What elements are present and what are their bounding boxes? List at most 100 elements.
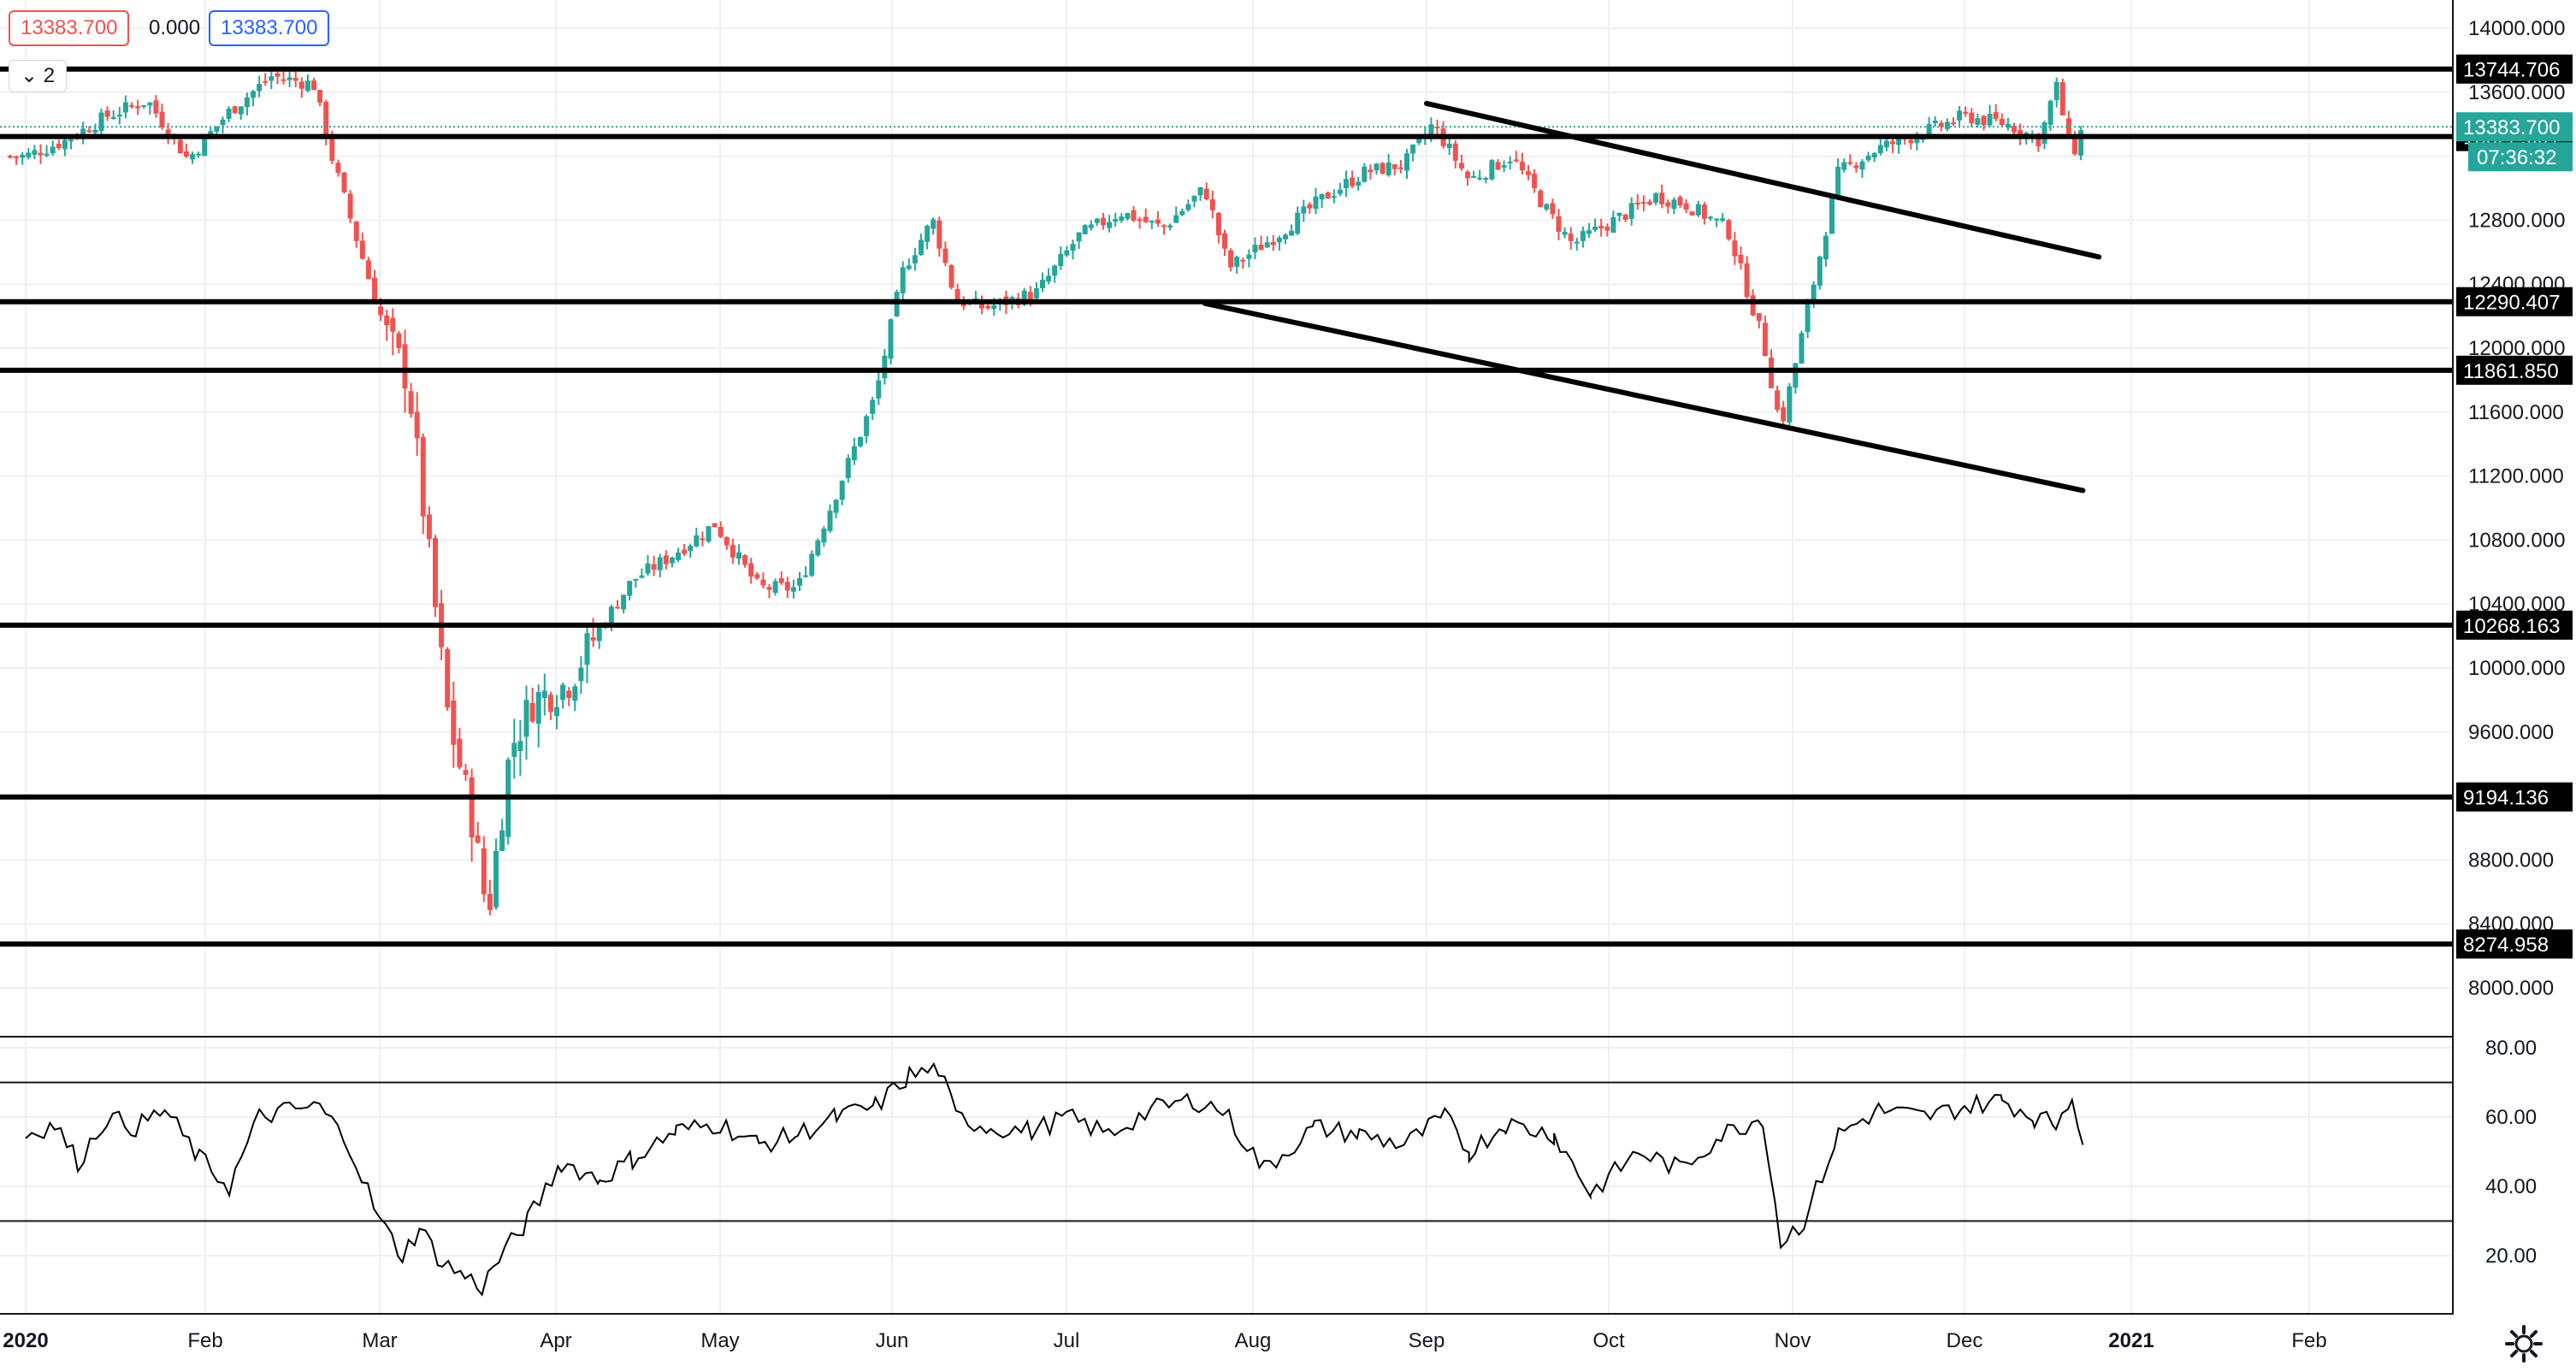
candle xyxy=(954,288,960,303)
candle xyxy=(1495,162,1501,170)
candle xyxy=(1963,111,1969,114)
candle xyxy=(1368,169,1374,173)
candle xyxy=(1944,121,1950,129)
candle xyxy=(1877,145,1883,154)
candle xyxy=(1568,234,1574,241)
candle xyxy=(1914,137,1920,144)
candle xyxy=(748,563,754,577)
candle xyxy=(1562,231,1568,235)
candle xyxy=(396,333,402,348)
candle xyxy=(1951,122,1956,125)
candle xyxy=(1975,118,1981,125)
candle xyxy=(353,221,359,241)
candle xyxy=(122,102,128,113)
candle xyxy=(2078,130,2084,156)
candle xyxy=(1173,215,1179,223)
candle xyxy=(1622,214,1628,220)
candle xyxy=(1222,233,1227,249)
rsi-tick-label: 60.00 xyxy=(2485,1106,2537,1129)
candle xyxy=(1070,244,1076,251)
candle xyxy=(1519,162,1525,171)
candle xyxy=(38,152,44,156)
level-badge-label: 9194.136 xyxy=(2463,787,2549,810)
candle xyxy=(129,104,134,107)
candle xyxy=(1046,275,1052,282)
rsi-panel xyxy=(0,1036,2453,1297)
candle xyxy=(1125,213,1131,219)
candle xyxy=(1714,218,1720,221)
collapse-indicators-button[interactable]: ⌄ 2 xyxy=(9,60,67,92)
price-tick-label: 8000.000 xyxy=(2468,977,2554,1000)
candle xyxy=(936,220,942,249)
candle xyxy=(1610,216,1616,234)
candle xyxy=(608,606,614,625)
change-value: 0.000 xyxy=(149,16,201,39)
candle xyxy=(1307,204,1313,209)
level-badge xyxy=(2456,355,2573,385)
candle xyxy=(1817,257,1823,286)
level-badge-label: 8274.958 xyxy=(2463,934,2549,957)
candle xyxy=(2041,122,2047,144)
candle xyxy=(676,552,681,560)
price-tick-label: 12800.000 xyxy=(2468,209,2565,232)
candle xyxy=(1640,202,1646,204)
candle xyxy=(475,835,481,843)
candle xyxy=(1155,219,1161,224)
candle xyxy=(390,317,396,332)
candle xyxy=(663,555,669,565)
candle xyxy=(511,742,517,757)
time-tick-label: Jul xyxy=(1054,1329,1080,1352)
candle xyxy=(572,686,578,701)
candle xyxy=(766,587,772,590)
candle xyxy=(1058,253,1064,267)
candle xyxy=(1489,160,1495,180)
candle xyxy=(1483,178,1489,180)
level-badge-label: 10268.163 xyxy=(2463,615,2560,638)
candle xyxy=(1677,197,1683,206)
candle xyxy=(942,248,948,263)
candle xyxy=(1805,304,1811,333)
time-tick-label: Aug xyxy=(1235,1329,1272,1352)
candle xyxy=(2065,118,2071,134)
candle xyxy=(1659,192,1665,204)
candle xyxy=(797,578,802,586)
candle xyxy=(238,106,244,115)
candle xyxy=(1926,124,1932,138)
price-tick-label: 13600.000 xyxy=(2468,81,2565,104)
candle xyxy=(621,594,627,610)
candle xyxy=(1215,212,1221,235)
candle xyxy=(1295,212,1301,234)
candle xyxy=(1064,250,1070,256)
time-tick-label: Feb xyxy=(187,1329,222,1352)
candle xyxy=(281,79,287,81)
candle xyxy=(888,319,894,359)
time-tick-label: Sep xyxy=(1409,1329,1445,1352)
candle xyxy=(317,90,323,103)
candle xyxy=(1258,245,1264,251)
candle xyxy=(1762,322,1768,357)
candle xyxy=(1452,143,1458,161)
candle xyxy=(1325,192,1331,199)
candle xyxy=(1871,153,1877,158)
candle xyxy=(1586,230,1592,234)
candle xyxy=(20,155,26,158)
candle xyxy=(919,240,924,256)
candle xyxy=(1938,122,1944,127)
candle xyxy=(1113,219,1119,222)
gear-icon[interactable] xyxy=(2502,1322,2545,1365)
candle xyxy=(912,255,918,263)
candle xyxy=(177,139,183,154)
candle xyxy=(1094,218,1100,223)
candle xyxy=(1167,225,1173,228)
candle xyxy=(1556,216,1562,233)
candle xyxy=(1446,144,1452,149)
candle xyxy=(1890,141,1895,145)
candle xyxy=(1835,166,1841,198)
rsi-tick-label: 40.00 xyxy=(2485,1175,2537,1198)
candle xyxy=(772,581,778,594)
candle xyxy=(1732,240,1738,257)
candle xyxy=(2018,130,2024,137)
candle xyxy=(1787,386,1793,423)
